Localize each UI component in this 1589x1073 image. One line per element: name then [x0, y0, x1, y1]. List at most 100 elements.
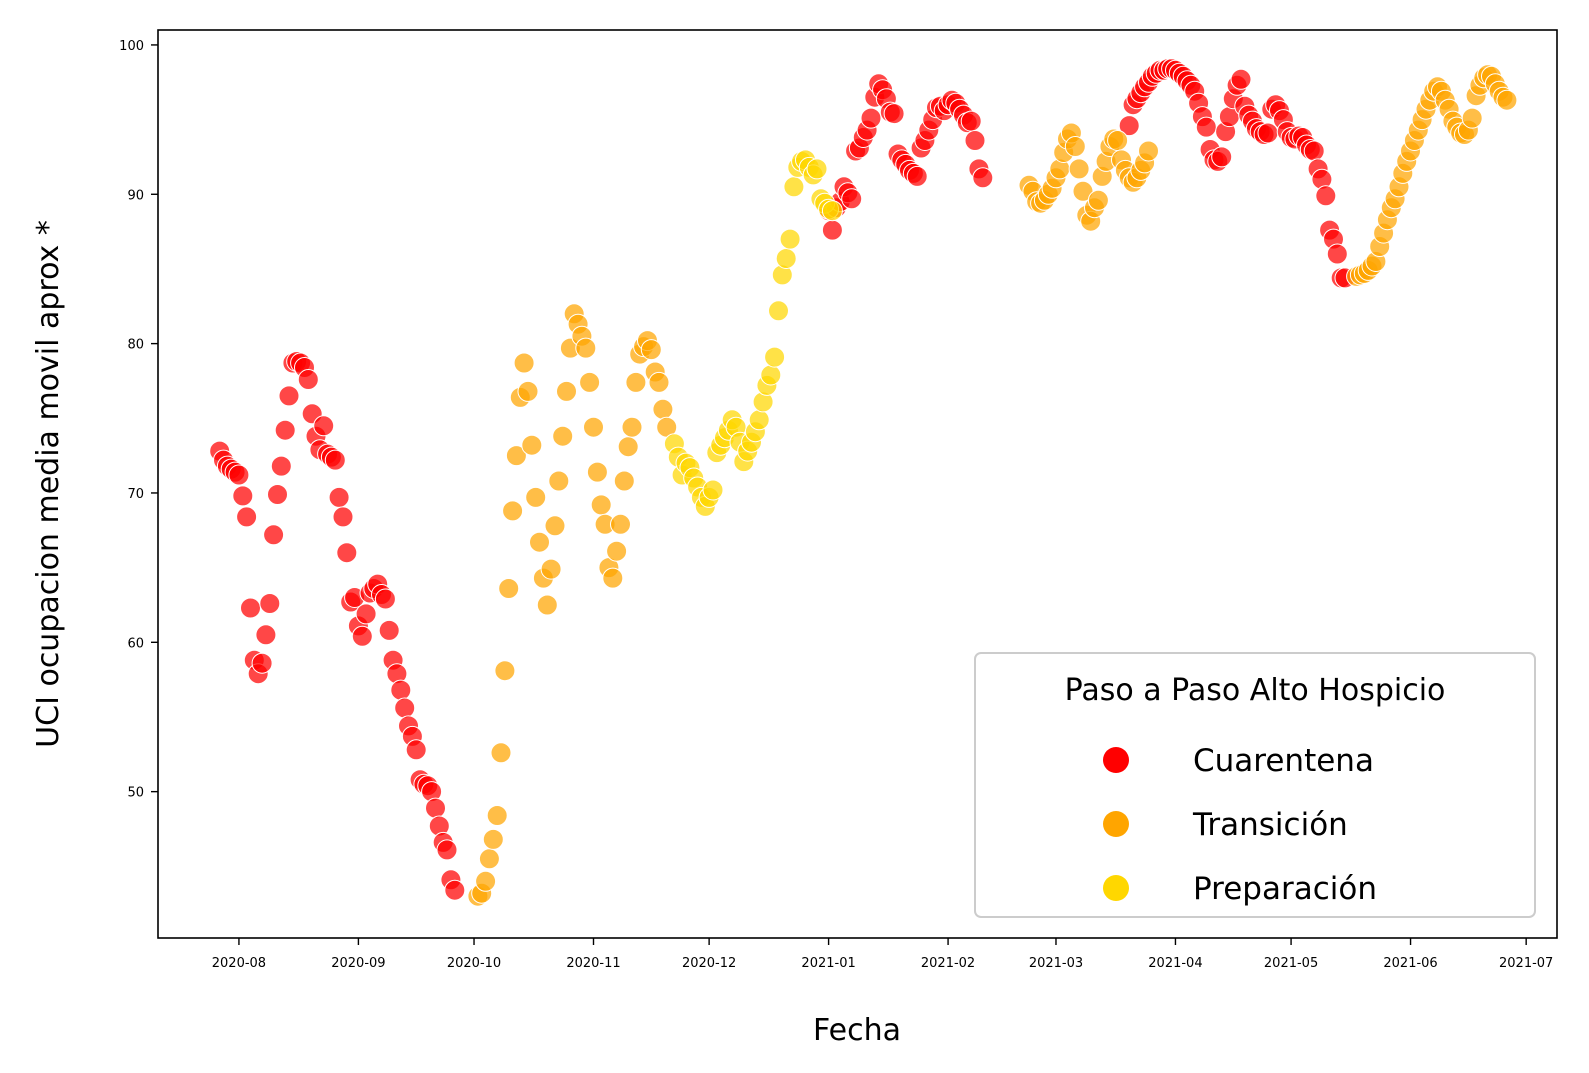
data-point-cuarentena	[883, 103, 905, 125]
data-point-transicion	[498, 578, 520, 599]
data-point-transicion	[1496, 89, 1518, 111]
legend-box	[974, 652, 1536, 918]
data-point-transicion	[482, 828, 504, 850]
y-tick-label: 80	[127, 338, 144, 353]
data-point-cuarentena	[332, 506, 354, 528]
data-point-transicion	[536, 594, 558, 616]
data-point-preparacion	[760, 364, 782, 386]
legend-marker-preparacion	[1103, 875, 1129, 901]
data-point-transicion	[556, 380, 577, 402]
data-point-cuarentena	[232, 485, 254, 507]
data-point-transicion	[606, 540, 628, 562]
data-point-transicion	[478, 848, 500, 870]
data-point-transicion	[586, 461, 608, 483]
data-point-transicion	[613, 470, 635, 492]
y-tick-label: 60	[127, 636, 144, 651]
data-point-cuarentena	[274, 419, 296, 441]
data-point-cuarentena	[251, 652, 273, 674]
x-tick-label: 2020-11	[566, 956, 620, 971]
data-point-cuarentena	[1257, 122, 1279, 144]
data-point-preparacion	[775, 248, 797, 269]
data-point-cuarentena	[972, 167, 994, 189]
data-point-transicion	[1087, 189, 1109, 211]
data-point-cuarentena	[374, 588, 396, 610]
data-point-cuarentena	[278, 385, 300, 407]
data-point-preparacion	[783, 176, 805, 198]
data-point-cuarentena	[841, 188, 863, 210]
legend: Paso a Paso Alto Hospicio Cuarentena Tran…	[974, 652, 1536, 918]
data-point-preparacion	[748, 409, 770, 431]
data-point-transicion	[652, 398, 674, 420]
data-point-preparacion	[768, 300, 789, 322]
data-point-cuarentena	[351, 625, 373, 647]
data-point-cuarentena	[1195, 116, 1217, 138]
data-point-cuarentena	[1211, 146, 1233, 168]
data-point-preparacion	[764, 346, 786, 368]
data-point-cuarentena	[236, 506, 258, 528]
data-point-cuarentena	[960, 110, 982, 132]
data-point-cuarentena	[394, 697, 416, 719]
data-point-transicion	[486, 805, 508, 826]
data-point-cuarentena	[1303, 140, 1325, 162]
data-point-preparacion	[821, 200, 843, 222]
data-point-transicion	[625, 371, 647, 393]
legend-label-transicion: Transición	[1192, 807, 1348, 843]
data-point-transicion	[552, 425, 574, 447]
data-point-cuarentena	[259, 593, 281, 614]
y-tick-label: 70	[127, 487, 144, 502]
data-point-transicion	[575, 337, 597, 359]
y-tick-label: 50	[127, 786, 144, 801]
legend-marker-cuarentena	[1103, 747, 1129, 773]
x-axis-title: Fecha	[813, 1013, 901, 1048]
data-point-cuarentena	[1326, 243, 1348, 265]
data-point-transicion	[621, 416, 643, 438]
data-point-preparacion	[779, 228, 801, 250]
data-point-cuarentena	[270, 455, 292, 477]
data-point-cuarentena	[228, 464, 250, 486]
data-point-transicion	[602, 567, 624, 589]
data-point-cuarentena	[297, 369, 319, 390]
data-point-transicion	[579, 371, 601, 393]
x-tick-label: 2020-12	[682, 956, 736, 971]
data-point-cuarentena	[240, 597, 261, 619]
data-point-cuarentena	[1230, 68, 1252, 90]
data-point-preparacion	[702, 479, 724, 501]
data-point-transicion	[1068, 158, 1090, 180]
x-tick-label: 2021-04	[1148, 956, 1202, 971]
data-point-cuarentena	[906, 165, 928, 187]
data-point-transicion	[610, 513, 631, 535]
data-point-cuarentena	[1315, 185, 1337, 207]
data-point-preparacion	[806, 158, 828, 180]
data-point-transicion	[640, 339, 662, 361]
x-tick-label: 2020-08	[212, 956, 266, 971]
data-point-transicion	[517, 380, 539, 402]
data-point-cuarentena	[267, 484, 288, 505]
data-point-transicion	[540, 558, 562, 580]
data-point-cuarentena	[436, 839, 458, 861]
data-point-transicion	[583, 416, 604, 438]
points-layer	[209, 58, 1518, 907]
data-point-cuarentena	[263, 524, 285, 546]
data-point-cuarentena	[328, 486, 350, 508]
data-point-transicion	[548, 470, 570, 492]
data-point-transicion	[648, 371, 670, 393]
data-point-cuarentena	[425, 797, 446, 819]
y-tick-label: 90	[127, 188, 144, 203]
data-point-transicion	[590, 494, 612, 516]
x-tick-label: 2021-07	[1499, 956, 1553, 971]
data-point-transicion	[1138, 140, 1159, 162]
data-point-transicion	[529, 531, 550, 553]
y-tick-label: 100	[119, 39, 144, 54]
x-tick-label: 2021-02	[921, 956, 975, 971]
y-axis: 50 60 70 80 90 100	[119, 39, 158, 801]
legend-label-preparacion: Preparación	[1193, 871, 1377, 907]
y-axis-title: UCI ocupacion media movil aprox *	[31, 220, 66, 748]
data-point-transicion	[617, 436, 639, 458]
data-point-cuarentena	[336, 542, 358, 564]
data-point-cuarentena	[355, 603, 377, 625]
data-point-transicion	[1064, 136, 1086, 157]
x-tick-label: 2021-03	[1029, 956, 1083, 971]
x-tick-label: 2020-09	[331, 956, 385, 971]
